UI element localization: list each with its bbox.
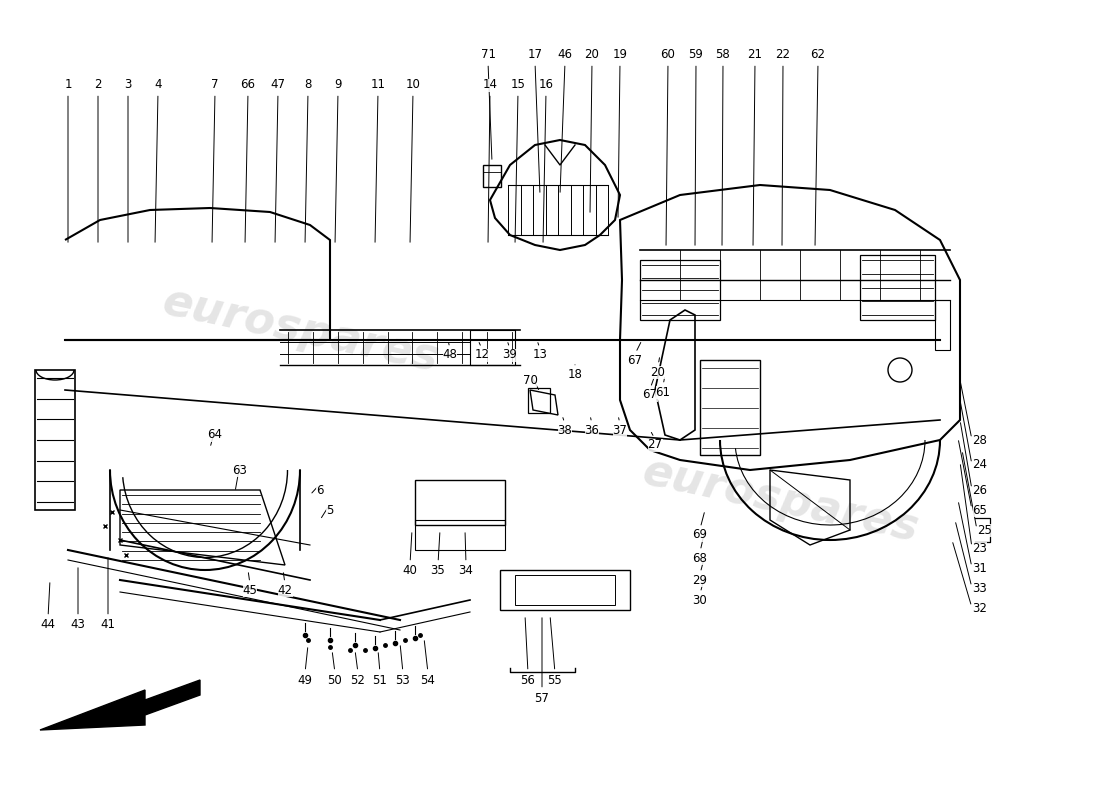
Text: 14: 14: [483, 78, 497, 91]
Text: eurospares: eurospares: [158, 280, 442, 380]
Text: 2: 2: [95, 78, 101, 91]
Bar: [640, 260, 720, 320]
Text: 71: 71: [481, 49, 495, 62]
Bar: [470, 330, 515, 365]
Bar: [700, 360, 760, 455]
Text: 36: 36: [584, 423, 600, 437]
Bar: [500, 570, 630, 610]
Text: 4: 4: [154, 78, 162, 91]
Text: 17: 17: [528, 49, 542, 62]
Text: 66: 66: [241, 78, 255, 91]
Text: 30: 30: [693, 594, 707, 606]
Text: 38: 38: [558, 423, 572, 437]
Text: 41: 41: [100, 618, 116, 631]
Text: 64: 64: [208, 429, 222, 442]
Text: 15: 15: [510, 78, 526, 91]
Text: 20: 20: [584, 49, 600, 62]
Text: 29: 29: [693, 574, 707, 586]
Text: 70: 70: [522, 374, 538, 386]
Text: 27: 27: [648, 438, 662, 451]
Text: 54: 54: [420, 674, 436, 686]
Text: eurospares: eurospares: [638, 450, 922, 550]
Text: 31: 31: [972, 562, 988, 574]
Text: 44: 44: [41, 618, 55, 631]
Text: 67: 67: [627, 354, 642, 366]
Text: 23: 23: [972, 542, 988, 554]
Text: 43: 43: [70, 618, 86, 631]
Text: 5: 5: [327, 503, 333, 517]
Text: 69: 69: [693, 529, 707, 542]
Text: 1: 1: [64, 78, 72, 91]
Text: 50: 50: [328, 674, 342, 686]
Text: 6: 6: [317, 483, 323, 497]
Text: 20: 20: [650, 366, 666, 378]
Text: 28: 28: [972, 434, 988, 446]
Text: 39: 39: [503, 349, 517, 362]
Text: 68: 68: [693, 551, 707, 565]
Text: 32: 32: [972, 602, 988, 614]
Text: 37: 37: [613, 423, 627, 437]
Bar: [935, 300, 950, 350]
Text: 42: 42: [277, 583, 293, 597]
Bar: [528, 388, 550, 413]
Text: 21: 21: [748, 49, 762, 62]
Text: 49: 49: [297, 674, 312, 686]
Text: 8: 8: [305, 78, 311, 91]
Bar: [415, 480, 505, 525]
Text: 11: 11: [371, 78, 385, 91]
Polygon shape: [40, 680, 200, 730]
Text: 35: 35: [430, 563, 446, 577]
Text: 63: 63: [232, 463, 248, 477]
Text: 45: 45: [243, 583, 257, 597]
Text: 51: 51: [373, 674, 387, 686]
Text: 26: 26: [972, 483, 988, 497]
Text: 33: 33: [972, 582, 988, 594]
Bar: [35, 370, 75, 510]
Text: 46: 46: [558, 49, 572, 62]
Text: 65: 65: [972, 503, 988, 517]
Text: 24: 24: [972, 458, 988, 471]
Text: 59: 59: [689, 49, 703, 62]
Text: 18: 18: [568, 369, 582, 382]
Text: 58: 58: [716, 49, 730, 62]
Text: 67: 67: [642, 389, 658, 402]
Text: 19: 19: [613, 49, 627, 62]
Bar: [483, 165, 500, 187]
Text: 61: 61: [656, 386, 671, 398]
Text: 57: 57: [535, 691, 549, 705]
Bar: [515, 575, 615, 605]
Text: 52: 52: [351, 674, 365, 686]
Text: 12: 12: [474, 349, 490, 362]
Text: 48: 48: [442, 349, 458, 362]
Bar: [860, 255, 935, 320]
Bar: [415, 520, 505, 550]
Text: 9: 9: [334, 78, 342, 91]
Text: 47: 47: [271, 78, 286, 91]
Text: 7: 7: [211, 78, 219, 91]
Text: 40: 40: [403, 563, 417, 577]
Text: 25: 25: [978, 523, 992, 537]
Text: 10: 10: [406, 78, 420, 91]
Text: 16: 16: [539, 78, 553, 91]
Text: 22: 22: [776, 49, 791, 62]
Text: 60: 60: [661, 49, 675, 62]
Text: 53: 53: [396, 674, 410, 686]
Text: 56: 56: [520, 674, 536, 686]
Text: 55: 55: [548, 674, 562, 686]
Text: 62: 62: [811, 49, 825, 62]
Text: 13: 13: [532, 349, 548, 362]
Text: 3: 3: [124, 78, 132, 91]
Text: 34: 34: [459, 563, 473, 577]
